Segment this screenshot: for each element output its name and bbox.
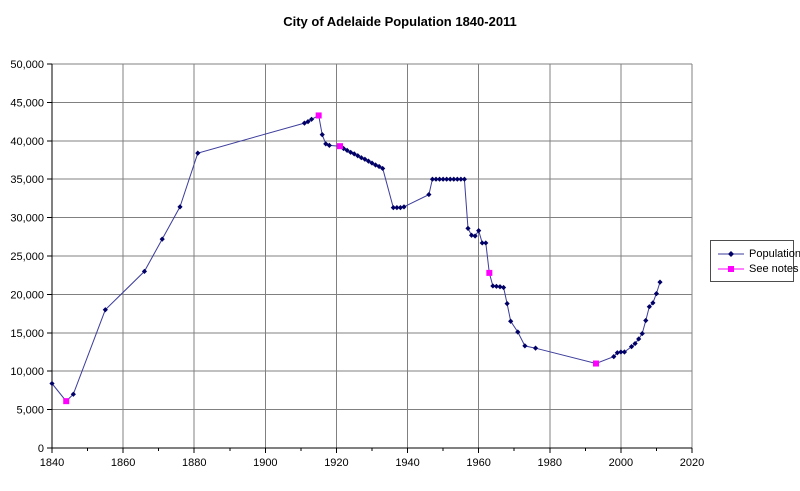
y-tick-label: 20,000: [10, 289, 44, 301]
gridlines: [52, 63, 693, 448]
see-notes-markers: [63, 112, 599, 405]
population-line: [51, 114, 661, 402]
x-tick-label: 1860: [111, 457, 135, 469]
x-axis-ticks: 1840 1860 1880 1900 1920 1940 1960 1980 2000 2020: [40, 448, 704, 469]
legend-label-population: Population: [749, 247, 800, 260]
x-tick-label: 1960: [466, 457, 490, 469]
x-tick-label: 1900: [253, 457, 277, 469]
x-tick-label: 1980: [538, 457, 562, 469]
y-tick-label: 5,000: [16, 405, 44, 417]
y-tick-label: 40,000: [10, 136, 44, 148]
x-tick-label: 1880: [182, 457, 206, 469]
y-tick-label: 15,000: [10, 328, 44, 340]
population-markers: [49, 116, 663, 397]
y-tick-label: 30,000: [10, 213, 44, 225]
y-tick-label: 50,000: [10, 59, 44, 71]
chart-title: City of Adelaide Population 1840-2011: [283, 14, 517, 29]
legend: Population See notes: [710, 240, 800, 282]
x-tick-label: 2000: [609, 457, 633, 469]
x-tick-label: 2020: [680, 457, 704, 469]
y-tick-label: 10,000: [10, 366, 44, 378]
x-tick-label: 1940: [395, 457, 419, 469]
y-tick-label: 35,000: [10, 174, 44, 186]
y-tick-label: 45,000: [10, 97, 44, 109]
x-tick-label: 1840: [40, 457, 64, 469]
population-line-marker-icon: [718, 250, 744, 257]
legend-item-see-notes: See notes: [717, 261, 799, 276]
y-tick-label: 0: [38, 443, 44, 455]
y-tick-label: 25,000: [10, 251, 44, 263]
legend-item-population: Population: [717, 246, 800, 261]
x-tick-label: 1920: [324, 457, 348, 469]
legend-label-see-notes: See notes: [749, 262, 799, 275]
y-axis-ticks: 0 5,000 10,000 15,000 20,000 25,000 30,000 35,0…: [10, 59, 52, 455]
see-notes-line-marker-icon: [718, 265, 744, 272]
